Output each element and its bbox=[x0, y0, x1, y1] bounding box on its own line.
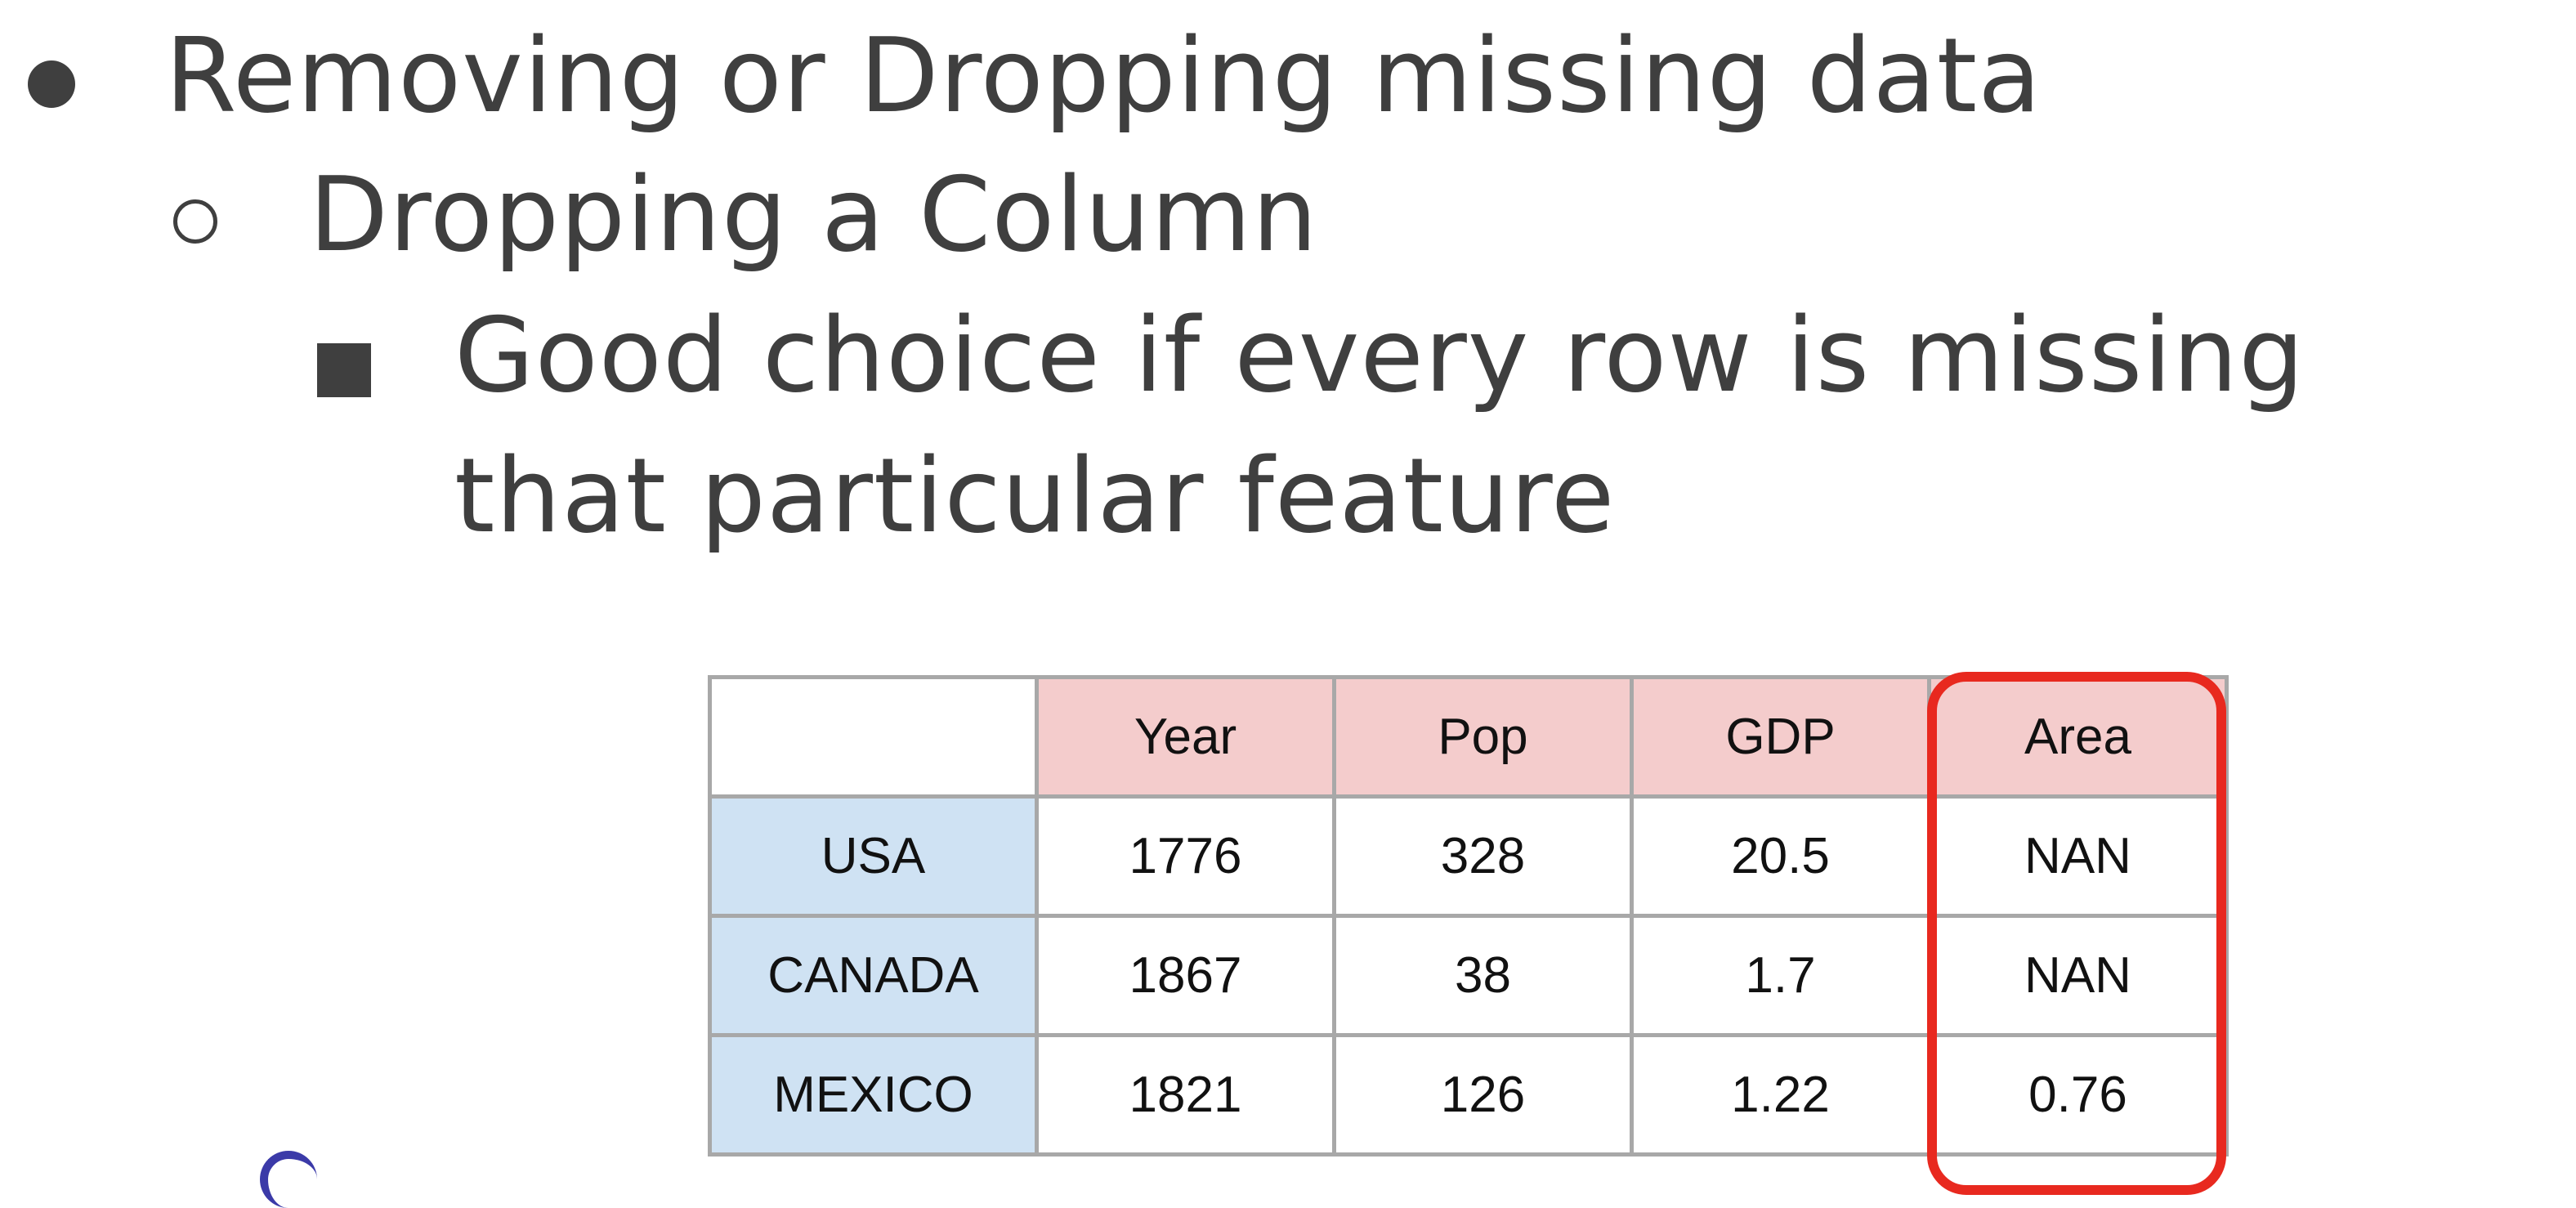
table-cell: 126 bbox=[1332, 1033, 1634, 1157]
table-cell: 1821 bbox=[1035, 1033, 1336, 1157]
column-header-area: Area bbox=[1927, 675, 2229, 799]
table-row: MEXICO 1821 126 1.22 0.76 bbox=[708, 1033, 2229, 1157]
bullet-square-icon bbox=[317, 343, 371, 397]
table-header-row: Year Pop GDP Area bbox=[708, 675, 2229, 799]
table-cell: 1.7 bbox=[1630, 914, 1931, 1037]
row-label-mexico: MEXICO bbox=[708, 1033, 1039, 1157]
logo-icon bbox=[260, 1151, 317, 1208]
table-corner-cell bbox=[708, 675, 1039, 799]
column-header-gdp: GDP bbox=[1630, 675, 1931, 799]
bullet-level3-line1: Good choice if every row is missing bbox=[454, 295, 2305, 415]
row-label-usa: USA bbox=[708, 794, 1039, 918]
data-table: Year Pop GDP Area USA 1776 328 20.5 NAN … bbox=[708, 675, 2229, 1157]
table-cell: NAN bbox=[1927, 794, 2229, 918]
table-cell: 0.76 bbox=[1927, 1033, 2229, 1157]
column-header-year: Year bbox=[1035, 675, 1336, 799]
bullet-level2: Dropping a Column bbox=[309, 154, 1318, 275]
table-cell: 20.5 bbox=[1630, 794, 1931, 918]
table-row: USA 1776 328 20.5 NAN bbox=[708, 794, 2229, 918]
row-label-canada: CANADA bbox=[708, 914, 1039, 1037]
table-cell: 1776 bbox=[1035, 794, 1336, 918]
table-cell: 38 bbox=[1332, 914, 1634, 1037]
bullet-circle-icon bbox=[173, 199, 217, 244]
table-cell: 1.22 bbox=[1630, 1033, 1931, 1157]
column-header-pop: Pop bbox=[1332, 675, 1634, 799]
bullet-level3-line2: that particular feature bbox=[454, 436, 1616, 556]
table-cell: 328 bbox=[1332, 794, 1634, 918]
table-cell: 1867 bbox=[1035, 914, 1336, 1037]
table-cell: NAN bbox=[1927, 914, 2229, 1037]
bullet-level1: Removing or Dropping missing data bbox=[165, 16, 2042, 136]
bullet-dot-icon bbox=[28, 60, 75, 108]
table-row: CANADA 1867 38 1.7 NAN bbox=[708, 914, 2229, 1037]
